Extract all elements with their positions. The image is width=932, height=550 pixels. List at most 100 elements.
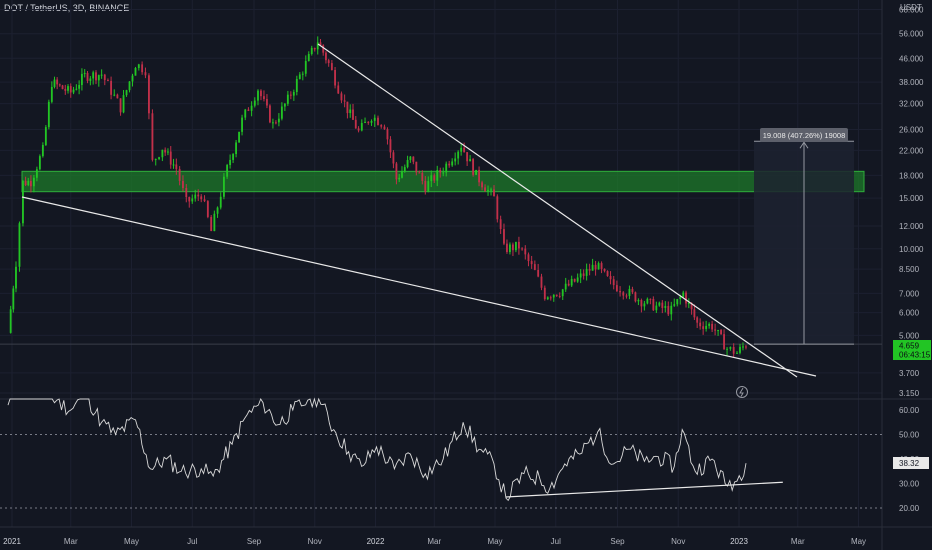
symbol-title[interactable]: DOT / TetherUS, 3D, BINANCE xyxy=(4,3,130,13)
candle-body xyxy=(103,74,106,81)
candle-body xyxy=(83,72,86,74)
candle-body xyxy=(44,127,47,146)
candle-body xyxy=(131,75,134,82)
price-tick-label: 18.000 xyxy=(899,171,924,180)
candle-body xyxy=(219,196,222,208)
candle-body xyxy=(197,194,200,197)
candle-body xyxy=(75,88,78,90)
candle-body xyxy=(469,159,472,162)
candle-body xyxy=(250,105,253,111)
candle-body xyxy=(226,165,229,177)
candle-body xyxy=(232,154,235,160)
rsi-trendline[interactable] xyxy=(505,481,783,498)
candle-body xyxy=(625,295,628,297)
wedge-upper-line[interactable] xyxy=(317,43,798,378)
candle-body xyxy=(357,128,360,131)
last-price-value: 4.659 xyxy=(899,342,920,351)
candle-body xyxy=(164,149,167,153)
candle-body xyxy=(116,94,119,99)
candle-body xyxy=(122,95,125,113)
candle-body xyxy=(158,157,160,159)
candle-body xyxy=(260,90,262,97)
candle-body xyxy=(643,303,646,307)
candle-body xyxy=(137,64,140,68)
candle-body xyxy=(739,346,741,353)
price-tick-label: 68.000 xyxy=(899,6,924,15)
lightning-icon[interactable] xyxy=(736,386,748,398)
candle-body xyxy=(720,330,723,335)
candle-body xyxy=(47,101,50,128)
candle-body xyxy=(475,169,478,175)
price-tick-label: 10.000 xyxy=(899,245,924,254)
candle-body xyxy=(424,180,427,192)
candle-body xyxy=(128,81,131,91)
candle-body xyxy=(732,347,735,354)
candle-body xyxy=(667,305,670,315)
support-zone xyxy=(0,170,882,345)
candle-body xyxy=(113,94,116,96)
candle-body xyxy=(161,149,164,158)
candle-body xyxy=(172,164,175,166)
candle-body xyxy=(263,96,265,99)
candle-body xyxy=(389,139,392,153)
candle-body xyxy=(203,199,206,202)
price-tick-label: 26.000 xyxy=(899,126,924,135)
candle-body xyxy=(487,189,489,192)
candle-body xyxy=(340,93,343,101)
wedge-lower-line[interactable] xyxy=(21,196,817,377)
candle-body xyxy=(530,261,533,265)
candle-body xyxy=(628,288,631,296)
candle-body xyxy=(705,325,708,329)
candle-body xyxy=(546,297,549,300)
candle-body xyxy=(222,176,225,197)
price-tick-label: 5.000 xyxy=(899,331,920,340)
candle-body xyxy=(72,89,75,93)
candle-body xyxy=(97,75,100,81)
price-axis: 68.000 56.000 46.000 38.000 32.000 26.000 22.0… xyxy=(899,6,924,399)
candle-body xyxy=(499,219,502,230)
price-tick-label: 22.000 xyxy=(899,146,924,155)
candle-body xyxy=(699,322,702,327)
candle-body xyxy=(723,334,725,350)
candle-body xyxy=(367,121,370,123)
candle-body xyxy=(67,86,69,91)
candle-body xyxy=(280,106,283,119)
trendlines xyxy=(21,43,817,378)
candle-body xyxy=(615,285,618,292)
candle-body xyxy=(24,180,27,186)
candle-body xyxy=(325,52,327,61)
candle-body xyxy=(27,180,30,186)
candle-body xyxy=(463,147,466,153)
candle-body xyxy=(561,289,564,297)
candle-body xyxy=(415,161,418,173)
candle-body xyxy=(693,309,696,318)
candle-body xyxy=(210,216,213,232)
projection: 19.008 (407.26%) 19008 xyxy=(736,128,854,398)
candle-body xyxy=(349,109,352,114)
price-tick-label: 46.000 xyxy=(899,54,924,63)
candle-body xyxy=(377,117,379,126)
candle-body xyxy=(409,156,412,161)
candle-body xyxy=(178,169,181,181)
candle-body xyxy=(445,163,448,173)
candle-body xyxy=(658,302,661,306)
rsi-value-badge xyxy=(893,457,929,469)
candle-body xyxy=(307,54,310,62)
rsi-line[interactable] xyxy=(7,397,747,502)
candle-body xyxy=(269,105,271,123)
candle-body xyxy=(679,296,682,300)
candle-body xyxy=(466,152,469,162)
candle-body xyxy=(460,147,463,152)
candle-body xyxy=(521,248,524,250)
time-axis: 2021 Mar May Jul Sep Nov 2022 Mar May Jul Sep Nov 20… xyxy=(3,537,866,546)
candle-body xyxy=(729,347,732,349)
candle-body xyxy=(448,163,451,166)
candle-body xyxy=(591,264,594,271)
candle-body xyxy=(579,273,582,278)
candle-body xyxy=(61,85,64,90)
candle-body xyxy=(430,175,433,182)
candle-body xyxy=(439,170,442,173)
candle-body xyxy=(364,121,366,123)
